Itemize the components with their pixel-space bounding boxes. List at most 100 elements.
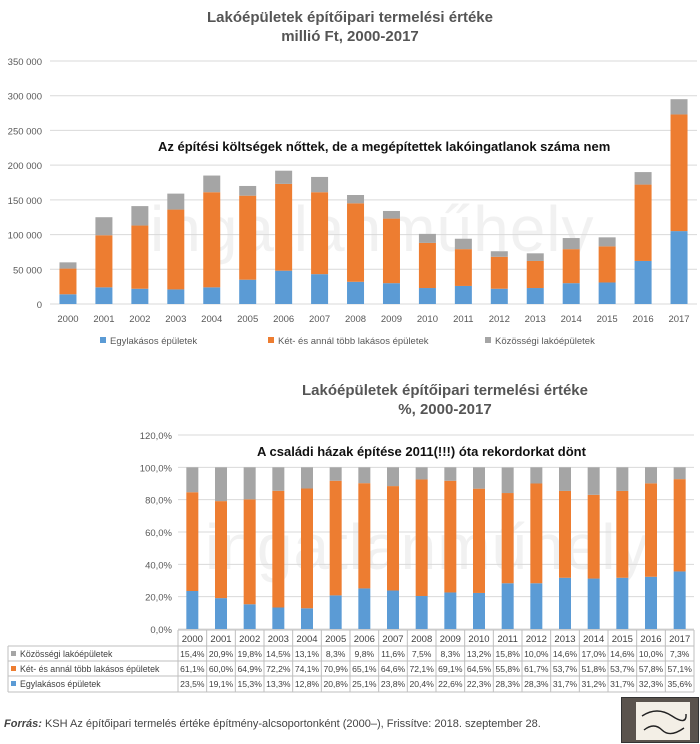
bar-segment <box>562 238 580 250</box>
chart1-title-line2: millió Ft, 2000-2017 <box>281 28 419 45</box>
bar-segment <box>239 279 257 304</box>
data-label: 72,1% <box>409 664 434 674</box>
data-label: 31,7% <box>610 679 635 689</box>
bar-segment <box>215 467 227 502</box>
bar-segment <box>301 467 313 489</box>
data-label: 22,3% <box>467 679 492 689</box>
bar-segment <box>454 238 472 250</box>
data-label: 70,9% <box>323 664 348 674</box>
x-tick-label: 2013 <box>525 314 546 325</box>
legend-swatch <box>268 337 274 343</box>
bar-segment <box>473 488 485 593</box>
bar-segment <box>387 590 399 629</box>
bar-segment <box>530 583 543 629</box>
data-label: 72,2% <box>266 664 291 674</box>
bar-segment <box>131 288 149 304</box>
chart2-annotation: A családi házak építése 2011(!!!) óta re… <box>257 444 586 459</box>
bar-segment <box>275 270 293 304</box>
bar-segment <box>311 274 329 304</box>
bar-segment <box>243 604 256 629</box>
bar-segment <box>444 480 457 593</box>
data-label: 61,7% <box>524 664 549 674</box>
data-label: 35,6% <box>667 679 692 689</box>
data-label: 28,3% <box>495 679 520 689</box>
x-tick-label: 2007 <box>382 634 403 645</box>
ingatlan-muhely-logo <box>621 697 699 743</box>
x-tick-label: 2017 <box>669 634 690 645</box>
y-tick-label: 20,0% <box>145 593 172 604</box>
data-label: 7,3% <box>670 649 690 659</box>
data-label: 51,8% <box>581 664 606 674</box>
bar-segment <box>272 490 285 608</box>
y-tick-label: 60,0% <box>145 528 172 539</box>
y-tick-label: 250 000 <box>8 126 42 137</box>
data-label: 25,1% <box>352 679 377 689</box>
chart1-title-line1: Lakóépületek építőipari termelési értéke <box>207 9 493 26</box>
bar-segment <box>454 285 472 304</box>
bar-segment <box>559 490 571 578</box>
bar-segment <box>454 249 472 286</box>
bar-segment <box>634 172 652 185</box>
bar-segment <box>501 467 514 494</box>
bar-segment <box>645 576 657 629</box>
x-tick-label: 2010 <box>417 314 438 325</box>
data-label: 23,8% <box>381 679 406 689</box>
data-label: 69,1% <box>438 664 463 674</box>
bar-segment <box>418 288 436 304</box>
x-tick-label: 2006 <box>354 634 375 645</box>
bar-segment <box>347 203 365 282</box>
x-tick-label: 2008 <box>411 634 432 645</box>
data-label: 12,8% <box>295 679 320 689</box>
bar-segment <box>243 467 256 500</box>
source-text: KSH Az építőipari termelés értéke építmé… <box>41 718 541 730</box>
bar-segment <box>587 494 600 579</box>
bar-segment <box>203 192 221 288</box>
x-tick-label: 2011 <box>453 314 473 325</box>
bar-segment <box>473 592 485 629</box>
data-label: 23,5% <box>180 679 205 689</box>
x-tick-label: 2005 <box>237 314 258 325</box>
x-tick-label: 2014 <box>583 634 604 645</box>
bar-segment <box>418 242 436 289</box>
legend-swatch <box>11 666 16 671</box>
bar-segment <box>131 206 149 226</box>
data-label: 20,8% <box>323 679 348 689</box>
y-tick-label: 120,0% <box>140 431 173 442</box>
bar-segment <box>167 289 185 304</box>
bar-segment <box>329 480 342 596</box>
data-label: 14,5% <box>266 649 291 659</box>
x-tick-label: 2004 <box>201 314 222 325</box>
bar-segment <box>673 571 686 629</box>
source-note: Forrás: KSH Az építőipari termelés érték… <box>4 718 541 730</box>
bar-segment <box>526 253 544 261</box>
bar-segment <box>526 260 544 289</box>
data-label: 19,1% <box>209 679 234 689</box>
bar-segment <box>186 591 199 629</box>
x-tick-label: 2016 <box>640 634 661 645</box>
bar-segment <box>59 262 77 269</box>
chart2-svg: 0,0% 20,0% 40,0% 60,0% 80,0% 100,0% 120,0% 2000… <box>7 431 695 693</box>
data-label: 32,3% <box>639 679 664 689</box>
bar-segment <box>95 217 113 236</box>
data-label: 15,3% <box>237 679 262 689</box>
x-tick-label: 2003 <box>268 634 289 645</box>
bar-segment <box>272 607 285 629</box>
x-tick-label: 2000 <box>57 314 78 325</box>
x-tick-label: 2009 <box>381 314 402 325</box>
bar-segment <box>186 492 199 592</box>
legend-label: Közösségi lakóépületek <box>495 336 595 347</box>
legend-swatch <box>100 337 106 343</box>
y-tick-label: 0 <box>37 300 42 311</box>
data-label: 14,6% <box>610 649 635 659</box>
bar-segment <box>418 233 436 243</box>
data-label: 64,9% <box>237 664 262 674</box>
data-label: 13,2% <box>467 649 492 659</box>
bar-segment <box>645 483 657 577</box>
bar-segment <box>530 483 543 584</box>
bar-segment <box>559 577 571 629</box>
bar-segment <box>167 193 185 210</box>
y-tick-label: 300 000 <box>8 92 42 103</box>
data-label: 9,8% <box>355 649 375 659</box>
data-label: 61,1% <box>180 664 205 674</box>
data-label: 15,4% <box>180 649 205 659</box>
